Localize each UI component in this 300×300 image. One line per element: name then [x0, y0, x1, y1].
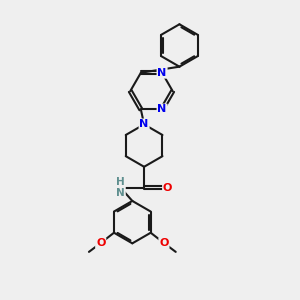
Text: N: N [158, 104, 167, 115]
Text: N: N [140, 119, 149, 129]
Text: H
N: H N [116, 177, 125, 199]
Text: N: N [158, 68, 167, 78]
Text: O: O [96, 238, 105, 248]
Text: O: O [163, 183, 172, 193]
Text: O: O [159, 238, 169, 248]
